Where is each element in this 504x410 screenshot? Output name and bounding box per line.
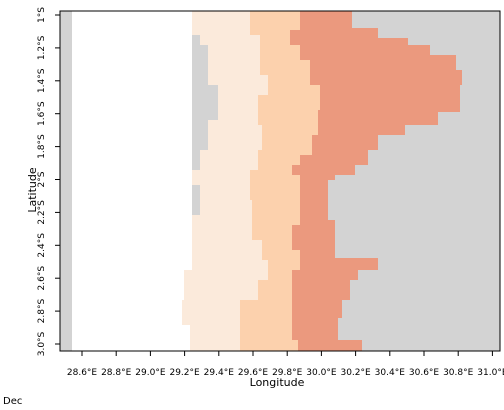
x-tick-label: 30.6°E <box>409 368 440 378</box>
x-tick-label: 29.4°E <box>204 368 235 378</box>
x-axis-title: Longitude <box>250 376 305 389</box>
x-tick-label: 30.4°E <box>375 368 406 378</box>
x-tick-label: 29.8°E <box>272 368 303 378</box>
no-data-area <box>72 11 192 351</box>
x-axis-ticks: 28.6°E 28.8°E 29.0°E 29.2°E 29.4°E 29.6°E 29.8… <box>67 351 504 378</box>
y-tick-label: 1°S <box>37 7 47 23</box>
value-band-3 <box>290 11 462 351</box>
y-tick-label: 1.6°S <box>37 101 47 126</box>
x-tick-label: 29.6°E <box>238 368 269 378</box>
x-tick-label: 29.0°E <box>135 368 166 378</box>
left-land-strip <box>60 11 72 351</box>
x-tick-label: 30.8°E <box>443 368 474 378</box>
y-tick-label: 1.8°S <box>37 134 47 159</box>
y-tick-label: 2.6°S <box>37 266 47 291</box>
y-tick-label: 1.4°S <box>37 68 47 93</box>
y-axis-title: Latitude <box>26 167 39 213</box>
map-fill-regions <box>60 11 500 351</box>
x-tick-label: 28.6°E <box>67 368 98 378</box>
y-tick-label: 2.4°S <box>37 233 47 258</box>
y-tick-label: 3.0°S <box>37 331 47 356</box>
y-tick-label: 2.8°S <box>37 299 47 324</box>
x-tick-label: 28.8°E <box>101 368 132 378</box>
x-tick-label: 30.2°E <box>340 368 371 378</box>
value-band-1 <box>182 11 268 351</box>
y-axis-ticks: 1°S 1.2°S 1.4°S 1.6°S 1.8°S 2°S 2.2°S 2.4°S 2.6°… <box>37 7 60 356</box>
plot-frame <box>59 10 501 352</box>
y-tick-label: 1.2°S <box>37 35 47 60</box>
month-label: Dec <box>3 396 23 407</box>
x-tick-label: 30.0°E <box>306 368 337 378</box>
y-tick-label: 2°S <box>37 171 47 187</box>
y-tick-label: 2.2°S <box>37 200 47 225</box>
x-tick-label: 29.2°E <box>169 368 200 378</box>
x-tick-label: 31.0°E <box>477 368 504 378</box>
